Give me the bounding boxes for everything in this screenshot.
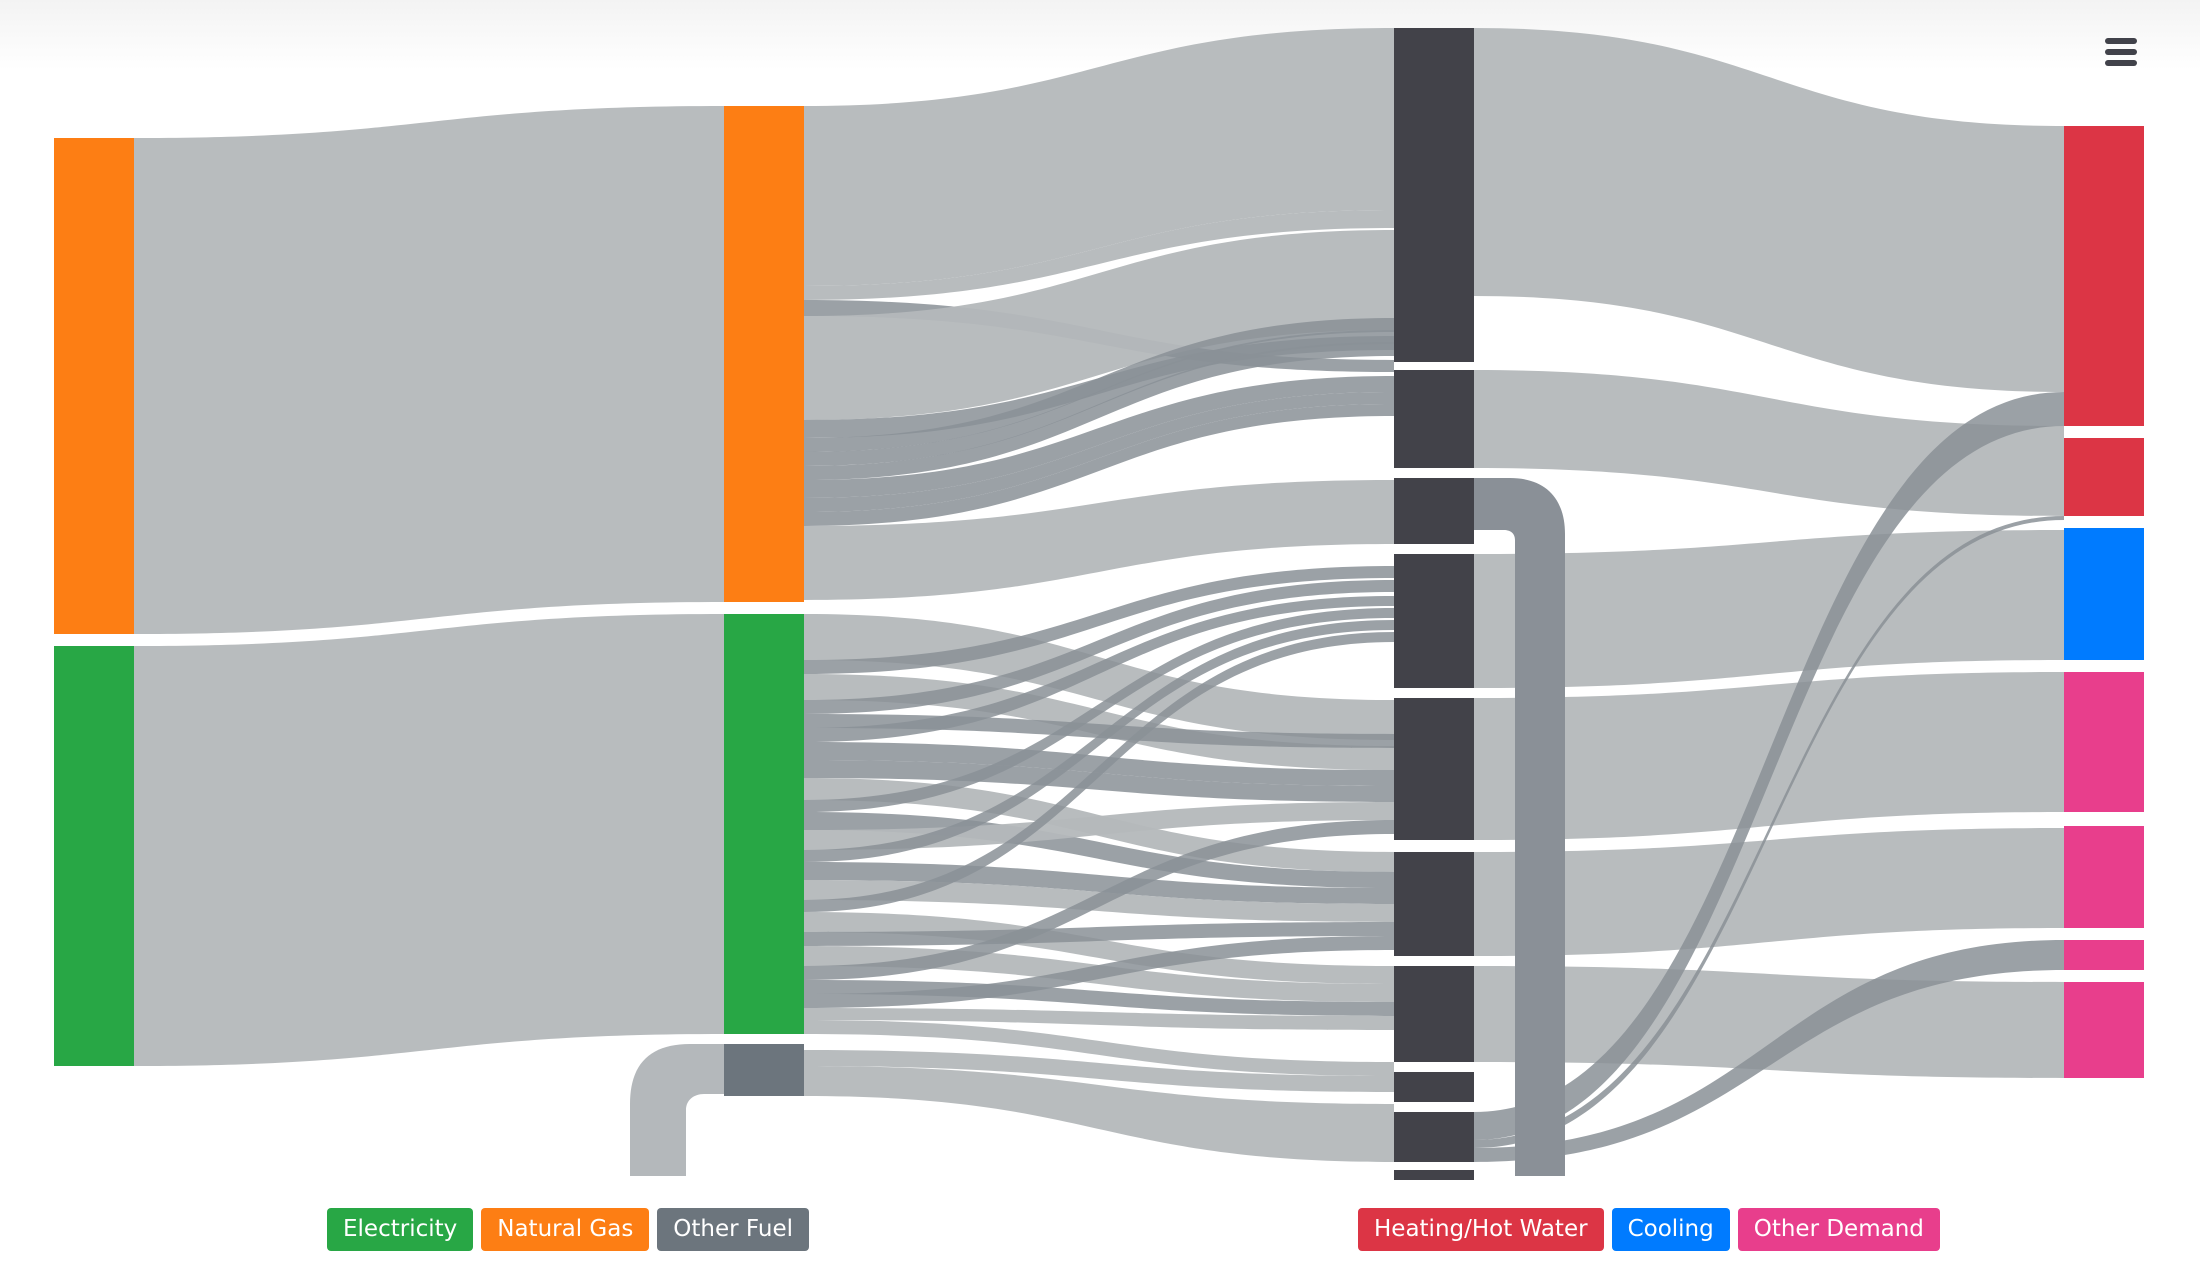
sankey-link-37 bbox=[804, 1008, 1394, 1030]
sankey-link-31 bbox=[804, 912, 1394, 984]
sankey-link-13 bbox=[804, 404, 1394, 526]
sankey-link-41 bbox=[1474, 28, 2064, 392]
sankey-link-45 bbox=[1474, 828, 2064, 956]
sankey-link-48 bbox=[1474, 516, 2064, 1148]
node-end-use-6[interactable] bbox=[1394, 852, 1474, 956]
sankey-link-39 bbox=[804, 1050, 1394, 1092]
node-source-natural-gas[interactable] bbox=[54, 138, 134, 634]
node-end-use-4[interactable] bbox=[1394, 554, 1474, 688]
sankey-link-18 bbox=[804, 580, 1394, 714]
node-demand-heating-1[interactable] bbox=[2064, 126, 2144, 426]
node-end-use-10[interactable] bbox=[1394, 1170, 1474, 1180]
legend-item-other-fuel[interactable]: Other Fuel bbox=[657, 1208, 810, 1251]
node-demand-heating-2[interactable] bbox=[2064, 438, 2144, 516]
sankey-link-4 bbox=[804, 210, 1394, 300]
legend-item-heating-hot-water[interactable]: Heating/Hot Water bbox=[1358, 1208, 1604, 1251]
node-demand-other-1[interactable] bbox=[2064, 672, 2144, 812]
sankey-link-49 bbox=[1474, 940, 2064, 1162]
sankey-link-3 bbox=[804, 28, 1394, 286]
sankey-link-38 bbox=[804, 1020, 1394, 1076]
legend-item-natural-gas[interactable]: Natural Gas bbox=[481, 1208, 650, 1251]
sankey-link-21 bbox=[804, 742, 1394, 786]
node-end-use-7[interactable] bbox=[1394, 966, 1474, 1062]
hamburger-menu-icon[interactable] bbox=[2098, 32, 2142, 72]
sankey-link-10 bbox=[804, 342, 1394, 480]
sankey-link-47 bbox=[1474, 392, 2064, 1140]
node-demand-cooling[interactable] bbox=[2064, 528, 2144, 660]
node-end-use-1[interactable] bbox=[1394, 28, 1474, 362]
sankey-link-30 bbox=[804, 632, 1394, 912]
legend-item-cooling[interactable]: Cooling bbox=[1611, 1208, 1730, 1251]
node-end-use-5[interactable] bbox=[1394, 698, 1474, 840]
sankey-link-8 bbox=[804, 318, 1394, 452]
node-demand-other-4[interactable] bbox=[2064, 982, 2144, 1078]
sankey-loop-other-fuel bbox=[630, 1044, 724, 1176]
sankey-link-22 bbox=[804, 760, 1394, 802]
legend-fuel-types: Electricity Natural Gas Other Fuel bbox=[327, 1208, 810, 1251]
sankey-link-34 bbox=[804, 820, 1394, 980]
node-end-use-8[interactable] bbox=[1394, 1072, 1474, 1102]
sankey-link-36 bbox=[804, 936, 1394, 1008]
sankey-link-1 bbox=[134, 106, 724, 634]
node-fuel-natural-gas[interactable] bbox=[724, 106, 804, 602]
sankey-link-9 bbox=[804, 330, 1394, 466]
node-demand-other-2[interactable] bbox=[2064, 826, 2144, 928]
sankey-link-2 bbox=[134, 614, 724, 1066]
sankey-link-26 bbox=[804, 802, 1394, 850]
legend-item-other-demand[interactable]: Other Demand bbox=[1737, 1208, 1940, 1251]
sankey-link-16 bbox=[804, 566, 1394, 674]
sankey-link-15 bbox=[804, 614, 1394, 740]
legend-item-electricity[interactable]: Electricity bbox=[327, 1208, 474, 1251]
legend-demand-types: Heating/Hot Water Cooling Other Demand bbox=[1358, 1208, 1940, 1251]
sankey-link-6 bbox=[804, 230, 1394, 420]
sankey-link-43 bbox=[1474, 530, 2064, 688]
sankey-link-12 bbox=[804, 392, 1394, 512]
sankey-link-11 bbox=[804, 376, 1394, 498]
node-source-electricity[interactable] bbox=[54, 646, 134, 1066]
node-fuel-electricity[interactable] bbox=[724, 614, 804, 1034]
sankey-loop-end-use bbox=[1474, 478, 1565, 1176]
node-end-use-9[interactable] bbox=[1394, 1112, 1474, 1162]
sankey-link-40 bbox=[804, 1066, 1394, 1162]
header-fade bbox=[0, 0, 2200, 70]
sankey-link-20 bbox=[804, 596, 1394, 742]
sankey-link-14 bbox=[804, 480, 1394, 600]
sankey-link-32 bbox=[804, 922, 1394, 946]
node-fuel-other[interactable] bbox=[724, 1044, 804, 1096]
node-end-use-2[interactable] bbox=[1394, 370, 1474, 468]
node-demand-other-3[interactable] bbox=[2064, 940, 2144, 970]
sankey-link-24 bbox=[804, 608, 1394, 812]
node-end-use-3[interactable] bbox=[1394, 478, 1474, 544]
sankey-link-27 bbox=[804, 620, 1394, 862]
